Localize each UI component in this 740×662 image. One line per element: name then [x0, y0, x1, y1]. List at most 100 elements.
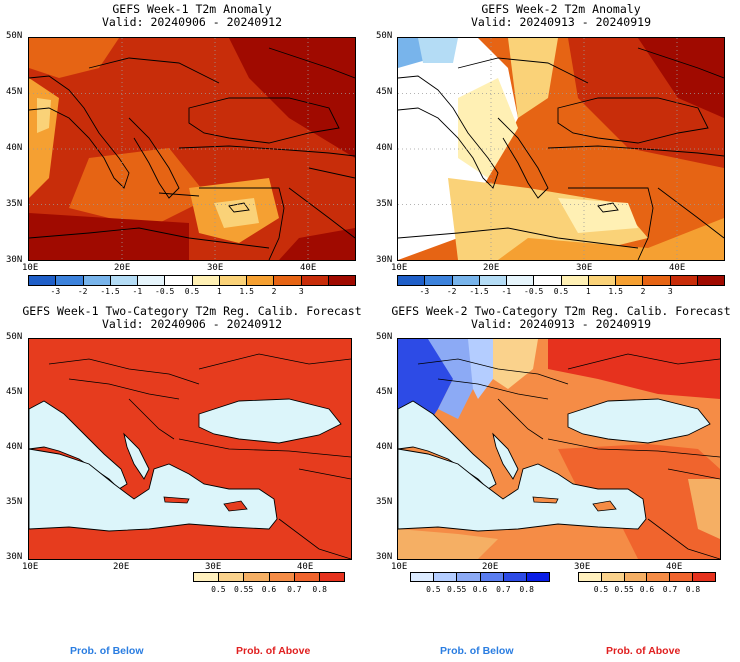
colorbar-tick-label: -2 [446, 287, 457, 296]
colorbar-swatch [269, 573, 295, 581]
lat-label: 30N [376, 255, 393, 265]
lon-label: 40E [300, 263, 317, 273]
colorbar-tick-label: -3 [419, 287, 430, 296]
colorbar-tick-label: 0.55 [234, 585, 254, 594]
prob-above-caption-week2: Prob. of Above [606, 645, 681, 657]
colorbar-swatch [670, 276, 698, 285]
prob-above-colorbar-week2 [578, 572, 716, 582]
map-week2-probability [397, 338, 721, 560]
lon-label: 30E [207, 263, 224, 273]
colorbar-swatch [411, 573, 435, 581]
colorbar-swatch [138, 276, 166, 285]
colorbar-tick-label: 0.8 [685, 585, 701, 594]
panel3-valid: Valid: 20240906 - 20240912 [101, 317, 282, 331]
colorbar-swatch [425, 276, 453, 285]
colorbar-tick-label: 0.55 [447, 585, 467, 594]
colorbar-swatch [219, 276, 247, 285]
colorbar-tick-label: 0.7 [287, 585, 302, 594]
colorbar-tick-label: 1.5 [608, 287, 623, 296]
colorbar-swatch [624, 573, 648, 581]
panel3-title: GEFS Week-1 Two-Category T2m Reg. Calib.… [14, 305, 370, 331]
colorbar-swatch [219, 573, 245, 581]
lat-label: 35N [376, 199, 393, 209]
lat-label: 40N [376, 442, 393, 452]
colorbar-swatch [194, 573, 220, 581]
colorbar-swatch [561, 276, 589, 285]
lat-label: 50N [6, 31, 23, 41]
lon-label: 20E [483, 263, 500, 273]
lat-label: 40N [6, 143, 23, 153]
map-week1-probability-svg [29, 339, 351, 559]
colorbar-swatch [601, 573, 625, 581]
lat-label: 45N [376, 387, 393, 397]
colorbar-tick-label: -1.5 [100, 287, 120, 296]
lon-label: 40E [669, 263, 686, 273]
colorbar-tick-label: 0.8 [312, 585, 327, 594]
colorbar-swatch [192, 276, 220, 285]
lat-label: 40N [6, 442, 23, 452]
panel4-title: GEFS Week-2 Two-Category T2m Reg. Calib.… [383, 305, 739, 331]
colorbar-swatch [294, 573, 320, 581]
map-week1-anomaly-svg [29, 38, 355, 260]
panel4-title-text: GEFS Week-2 Two-Category T2m Reg. Calib.… [391, 304, 731, 318]
lat-label: 35N [6, 497, 23, 507]
colorbar-tick-label: -1.5 [469, 287, 489, 296]
lat-label: 30N [6, 255, 23, 265]
colorbar-swatch [29, 276, 57, 285]
colorbar-swatch [647, 573, 671, 581]
lon-label: 20E [114, 263, 131, 273]
colorbar-swatch [534, 276, 562, 285]
colorbar-tick-label: -3 [50, 287, 61, 296]
colorbar-tick-label: -1 [132, 287, 143, 296]
colorbar-swatch [480, 573, 504, 581]
colorbar-tick-label: 0.7 [662, 585, 678, 594]
colorbar-swatch [434, 573, 458, 581]
lat-label: 30N [6, 552, 23, 562]
colorbar-tick-label: 0.6 [261, 585, 277, 594]
colorbar-tick-label: 1 [216, 287, 222, 296]
panel2-title: GEFS Week-2 T2m Anomaly Valid: 20240913 … [397, 3, 725, 29]
colorbar-tick-label: 3 [667, 287, 673, 296]
lat-label: 45N [376, 87, 393, 97]
lon-label: 30E [576, 263, 593, 273]
prob-below-caption-week1: Prob. of Below [70, 645, 144, 657]
panel4-valid: Valid: 20240913 - 20240919 [470, 317, 651, 331]
panel3-title-text: GEFS Week-1 Two-Category T2m Reg. Calib.… [22, 304, 362, 318]
lon-label: 20E [482, 562, 499, 572]
map-week1-anomaly [28, 37, 356, 261]
lon-label: 10E [22, 562, 39, 572]
prob-above-colorbar-week1 [193, 572, 345, 582]
colorbar-swatch [643, 276, 671, 285]
colorbar-tick-label: 2 [271, 287, 277, 296]
colorbar-tick-label: 3 [298, 287, 304, 296]
colorbar-tick-label: 0.5 [426, 585, 441, 594]
colorbar-swatch [479, 276, 507, 285]
map-week1-probability [28, 338, 352, 560]
colorbar-tick-label: 1 [585, 287, 591, 296]
lat-label: 50N [376, 31, 393, 41]
map-week2-anomaly-svg [398, 38, 724, 260]
colorbar-swatch [83, 276, 111, 285]
prob-below-colorbar-week2 [410, 572, 550, 582]
lon-label: 10E [391, 263, 408, 273]
lat-label: 50N [376, 332, 393, 342]
colorbar-swatch [697, 276, 724, 285]
lat-label: 50N [6, 332, 23, 342]
lat-label: 35N [376, 497, 393, 507]
colorbar-tick-label: 1.5 [239, 287, 254, 296]
colorbar-swatch [328, 276, 355, 285]
colorbar-tick-label: 0.5 [211, 585, 226, 594]
colorbar-swatch [56, 276, 84, 285]
colorbar-swatch [301, 276, 329, 285]
anomaly-colorbar-week2 [397, 275, 725, 286]
colorbar-tick-label: -0.5 [155, 287, 175, 296]
colorbar-tick-label: 0.5 [553, 287, 569, 296]
colorbar-swatch [244, 573, 270, 581]
prob-above-caption-week1: Prob. of Above [236, 645, 311, 657]
panel1-title-text: GEFS Week-1 T2m Anomaly [112, 2, 272, 16]
colorbar-swatch [693, 573, 715, 581]
lon-label: 40E [666, 562, 683, 572]
colorbar-tick-label: 0.5 [593, 585, 609, 594]
map-week2-anomaly [397, 37, 725, 261]
colorbar-tick-label: -0.5 [524, 287, 544, 296]
